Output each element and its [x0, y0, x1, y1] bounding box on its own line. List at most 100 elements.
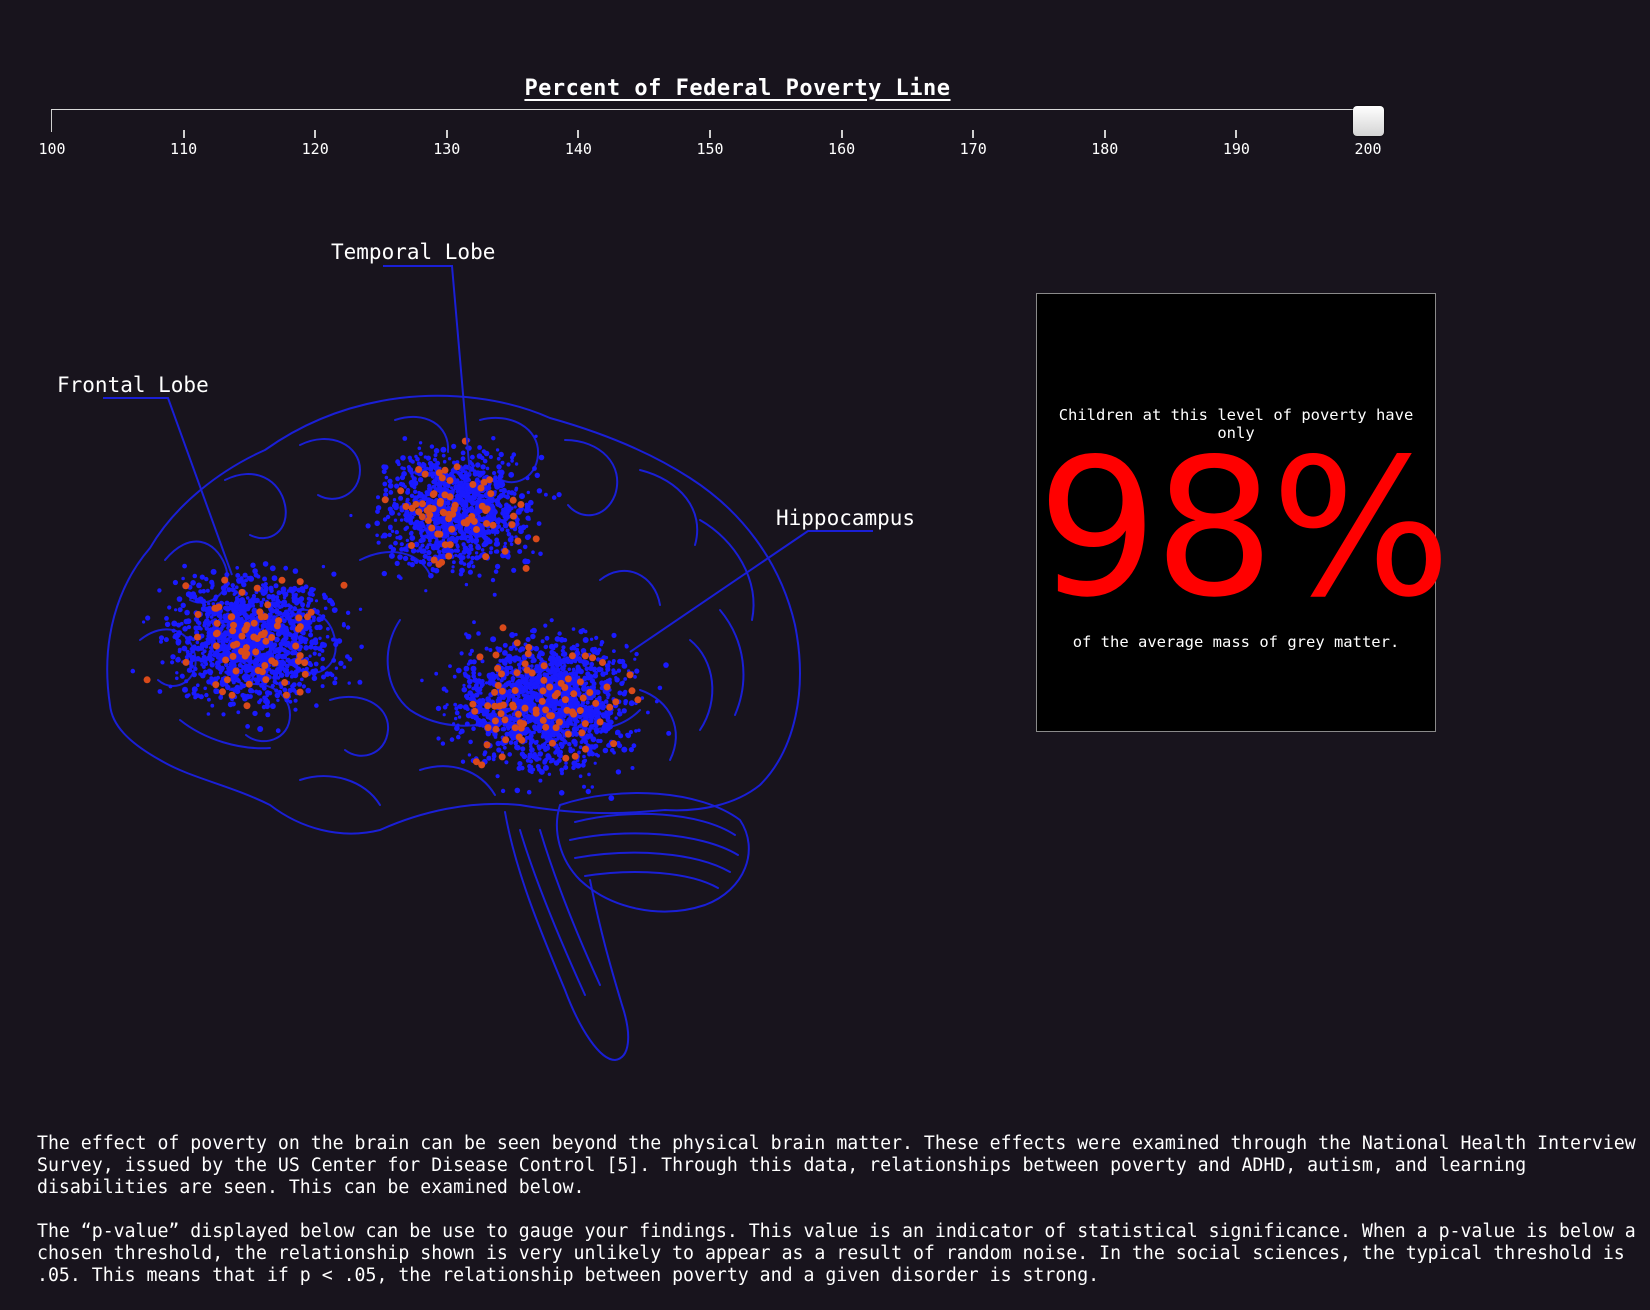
blue-dot	[582, 662, 588, 667]
blue-dot	[211, 610, 218, 617]
blue-dot	[492, 471, 497, 476]
blue-dot	[219, 626, 224, 631]
blue-dot	[429, 534, 435, 540]
blue-dot	[483, 750, 488, 755]
slider-handle[interactable]	[1353, 106, 1384, 136]
blue-dot	[490, 577, 496, 583]
blue-dot	[268, 585, 274, 591]
blue-dot	[540, 734, 545, 739]
red-dot	[213, 619, 221, 627]
blue-dot	[241, 581, 247, 588]
blue-dot	[602, 747, 609, 754]
blue-dot	[582, 675, 587, 680]
red-dot	[546, 712, 554, 720]
blue-dot	[262, 561, 269, 567]
blue-dot	[567, 686, 573, 692]
blue-dot	[301, 612, 306, 617]
blue-dot	[237, 662, 243, 668]
blue-dot	[250, 689, 255, 694]
blue-dot	[347, 681, 351, 685]
red-dot	[408, 542, 415, 549]
blue-dot	[399, 542, 404, 547]
blue-dot	[382, 464, 389, 471]
blue-dot	[485, 466, 490, 471]
blue-dot	[504, 731, 510, 737]
blue-dot	[603, 699, 609, 704]
blue-dot	[333, 676, 338, 681]
blue-dot	[164, 616, 169, 621]
blue-dot	[288, 620, 294, 626]
blue-dot	[522, 714, 527, 718]
red-dot	[439, 508, 447, 516]
blue-dot	[390, 529, 395, 533]
blue-dot	[504, 553, 511, 560]
blue-dot	[483, 709, 489, 715]
blue-dot	[495, 698, 500, 703]
blue-dot	[628, 700, 635, 707]
blue-dot	[452, 460, 456, 465]
blue-dot	[594, 649, 601, 656]
red-dot	[484, 702, 492, 710]
blue-dot	[510, 459, 514, 463]
blue-dot	[421, 495, 428, 502]
blue-dot	[495, 646, 500, 650]
blue-dot	[375, 533, 379, 538]
blue-dot	[290, 684, 295, 689]
blue-dot	[324, 671, 331, 677]
blue-dot	[212, 676, 219, 683]
blue-dot	[538, 650, 544, 656]
blue-dot	[397, 535, 403, 541]
blue-dot	[175, 676, 179, 681]
blue-dot	[517, 666, 522, 671]
blue-dot	[266, 594, 272, 600]
blue-dot	[558, 790, 565, 796]
red-dot	[301, 670, 309, 678]
blue-dot	[320, 648, 325, 653]
blue-dot	[595, 689, 601, 696]
blue-dot	[334, 666, 339, 670]
red-dot	[480, 478, 488, 486]
blue-dot	[204, 576, 209, 582]
blue-dot	[560, 652, 565, 657]
blue-dot	[455, 460, 460, 465]
blue-dot	[452, 674, 457, 679]
blue-dot	[327, 597, 333, 604]
blue-dot	[557, 758, 562, 763]
blue-dot	[466, 507, 470, 512]
blue-dot	[503, 541, 507, 546]
slider-tick	[51, 110, 52, 132]
blue-dot	[634, 668, 640, 674]
blue-dot	[219, 665, 225, 671]
red-dot	[450, 505, 458, 513]
blue-dot	[292, 568, 299, 574]
red-dot	[491, 717, 499, 725]
blue-dot	[471, 488, 477, 494]
blue-dot	[502, 745, 507, 750]
slider-track[interactable]	[51, 109, 1371, 110]
blue-dot	[513, 697, 520, 703]
slider-tick	[1235, 130, 1238, 138]
blue-dot	[459, 491, 466, 498]
blue-dot	[529, 694, 535, 701]
red-dot	[603, 683, 611, 691]
blue-dot	[481, 449, 487, 454]
blue-dot	[481, 470, 486, 475]
blue-dot	[292, 634, 297, 639]
blue-dot	[534, 664, 540, 670]
blue-dot	[190, 655, 196, 660]
hippocampus-label: Hippocampus	[776, 506, 916, 530]
blue-dot	[463, 473, 468, 478]
red-dot	[238, 588, 246, 596]
blue-dot	[501, 726, 507, 732]
blue-dot	[495, 740, 502, 747]
blue-dot	[527, 752, 534, 759]
blue-dot	[182, 626, 188, 632]
red-dot	[223, 676, 231, 684]
blue-dot	[405, 548, 409, 553]
blue-dot	[208, 649, 213, 655]
blue-dot	[304, 623, 309, 627]
blue-dot	[561, 713, 565, 717]
red-dot	[532, 709, 540, 717]
blue-dot	[619, 681, 625, 687]
blue-dot	[403, 485, 407, 489]
